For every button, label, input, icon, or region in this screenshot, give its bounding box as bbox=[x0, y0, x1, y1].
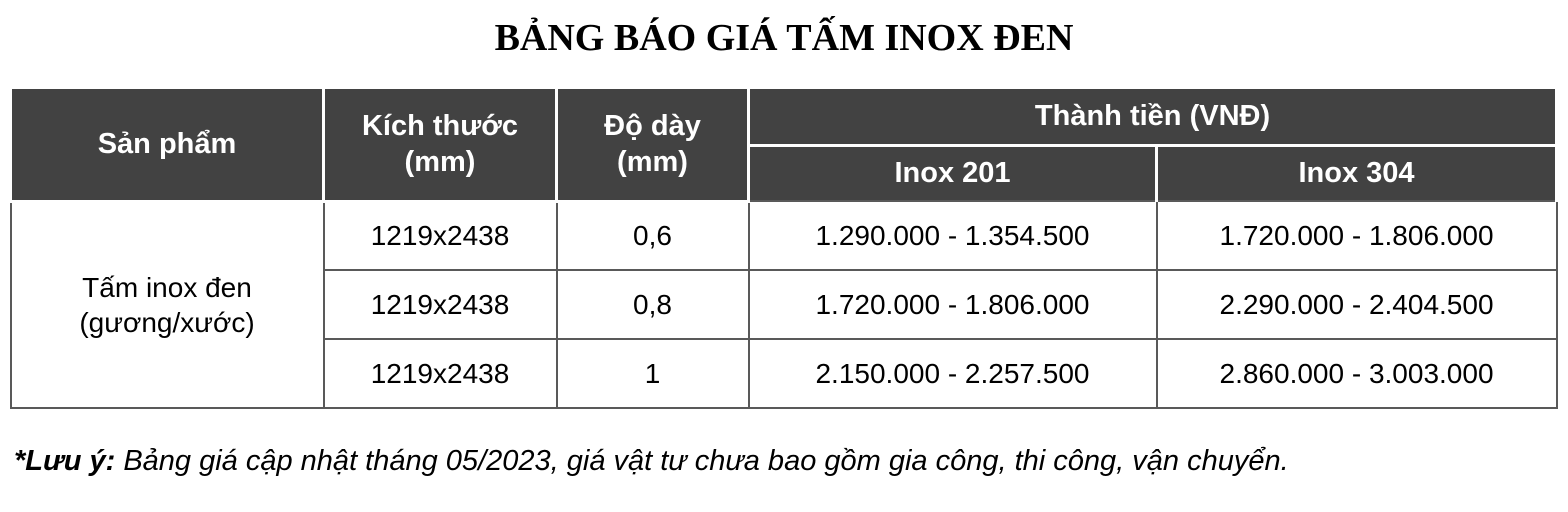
size-cell: 1219x2438 bbox=[322, 200, 558, 272]
price-cell-inox304: 2.860.000 - 3.003.000 bbox=[1155, 338, 1558, 410]
col-header-inox201: Inox 201 bbox=[747, 143, 1158, 202]
price-cell-inox304: 1.720.000 - 1.806.000 bbox=[1155, 200, 1558, 272]
price-cell-inox304: 2.290.000 - 2.404.500 bbox=[1155, 269, 1558, 341]
size-cell: 1219x2438 bbox=[322, 338, 558, 410]
header-row-sub: Inox 201 Inox 304 bbox=[11, 143, 1559, 202]
col-header-inox304: Inox 304 bbox=[1154, 143, 1559, 202]
table-row: 1219x2438 1 2.150.000 - 2.257.500 2.860.… bbox=[11, 338, 1558, 410]
price-note: *Lưu ý: Bảng giá cập nhật tháng 05/2023,… bbox=[14, 445, 1568, 478]
col-header-size-line2: (mm) bbox=[404, 146, 476, 179]
size-cell: 1219x2438 bbox=[322, 269, 558, 341]
table-row: Tấm inox đen (gương/xước) 1219x2438 0,6 … bbox=[9, 200, 1558, 410]
price-cell-inox201: 1.290.000 - 1.354.500 bbox=[747, 200, 1158, 272]
col-header-size: Kích thước (mm) bbox=[322, 85, 558, 203]
thickness-cell: 1 bbox=[555, 338, 750, 410]
note-text: Bảng giá cập nhật tháng 05/2023, giá vật… bbox=[115, 445, 1289, 478]
table-row: 1219x2438 0,8 1.720.000 - 1.806.000 2.29… bbox=[11, 269, 1558, 341]
product-cell-line2: (gương/xước) bbox=[79, 306, 255, 338]
col-header-product: Sản phẩm bbox=[9, 85, 325, 203]
col-header-total: Thành tiền (VNĐ) bbox=[746, 85, 1559, 147]
price-cell-inox201: 1.720.000 - 1.806.000 bbox=[747, 269, 1158, 341]
col-header-thickness-line2: (mm) bbox=[617, 146, 688, 179]
note-label: *Lưu ý: bbox=[14, 445, 116, 478]
page-title: BẢNG BÁO GIÁ TẤM INOX ĐEN bbox=[494, 17, 1074, 59]
header-row-top: Sản phẩm Kích thước (mm) Độ dày (mm) Thà… bbox=[9, 85, 1559, 203]
thickness-cell: 0,8 bbox=[555, 269, 750, 341]
product-cell-line1: Tấm inox đen bbox=[82, 271, 252, 303]
col-header-thickness-line1: Độ dày bbox=[604, 109, 701, 142]
product-cell: Tấm inox đen (gương/xước) bbox=[9, 200, 325, 410]
price-table: Sản phẩm Kích thước (mm) Độ dày (mm) Thà… bbox=[9, 85, 1559, 410]
thickness-cell: 0,6 bbox=[555, 200, 750, 272]
price-cell-inox201: 2.150.000 - 2.257.500 bbox=[747, 338, 1158, 410]
col-header-size-line1: Kích thước bbox=[361, 109, 519, 142]
col-header-thickness: Độ dày (mm) bbox=[555, 85, 750, 203]
